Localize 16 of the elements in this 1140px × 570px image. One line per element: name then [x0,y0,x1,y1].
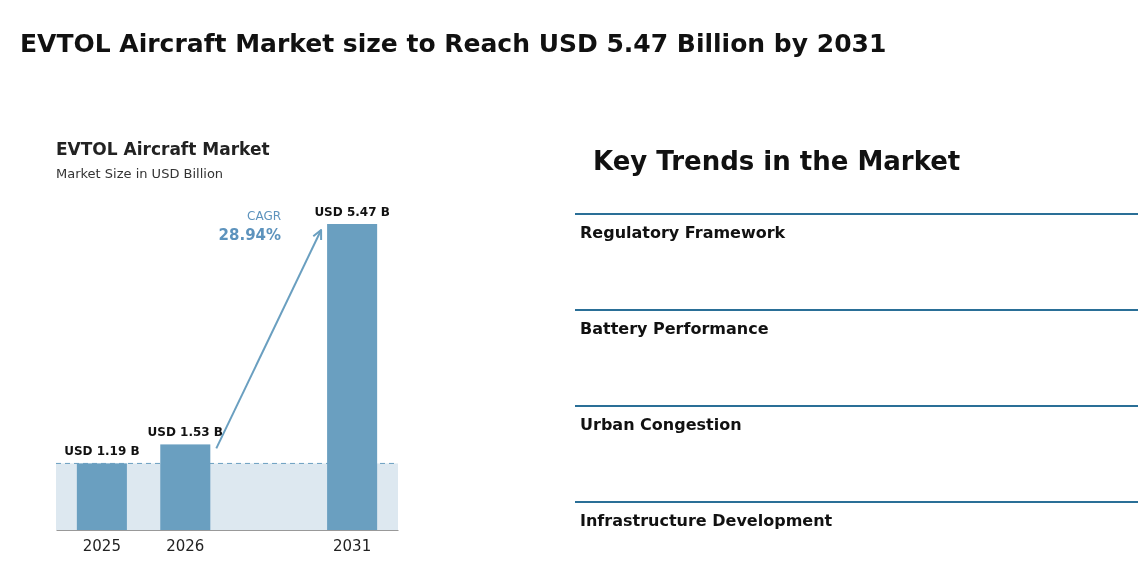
text: Battery Performance [580,319,769,338]
chart-subtitle: EVTOL Aircraft Market [56,139,270,159]
text: Infrastructure Development [580,511,833,530]
text: Regulatory Framework [580,223,786,242]
x-tick-label: 2031 [333,536,372,555]
text: EVTOL Aircraft Market size to Reach USD 5.47 Billion by 2031 [20,29,887,58]
text: Urban Congestion [580,415,742,434]
data-label: USD 5.47 B [314,205,390,219]
text: Key Trends in the Market [593,146,961,176]
x-tick-label: 2026 [166,536,205,555]
text: CAGR [247,209,282,223]
annotation: 28.94% [218,226,282,244]
y-axis-title: Market Size in USD Billion [56,166,224,181]
data-label: USD 1.19 B [64,444,140,459]
data-label: USD 1.53 B [147,425,224,440]
x-tick-label: 2025 [82,536,121,555]
